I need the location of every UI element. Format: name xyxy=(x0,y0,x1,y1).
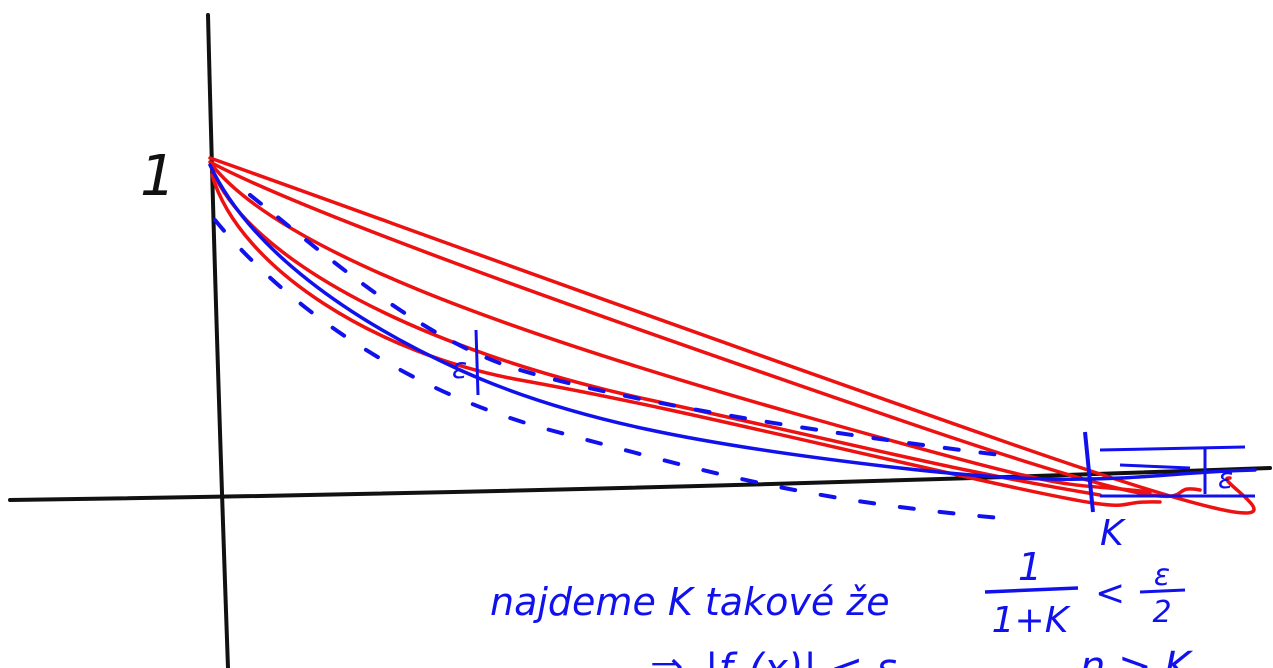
note-text: najdeme K takové že xyxy=(490,580,890,624)
fraction-numerator: 1 xyxy=(1018,545,1042,589)
fraction-denominator: 1+K xyxy=(992,600,1071,641)
y-mark: 1 xyxy=(140,144,176,209)
conclusion-text: |fₙ(x)| < ε xyxy=(705,646,897,668)
relation: < xyxy=(1095,573,1125,614)
epsilon-label: ε xyxy=(452,352,467,385)
rhs-denominator: 2 xyxy=(1152,595,1171,630)
whiteboard: 1 K ε ε najdeme K takové že 1 1+K < ε 2 … xyxy=(0,0,1273,668)
background xyxy=(0,0,1273,668)
x-mark: K xyxy=(1100,513,1126,554)
rhs-numerator: ε xyxy=(1154,558,1170,593)
implies: ⇒ xyxy=(650,644,684,668)
epsilon-label: ε xyxy=(1218,462,1233,495)
rhs-bar xyxy=(1140,590,1185,592)
conclusion-condition: n > K xyxy=(1080,644,1193,668)
